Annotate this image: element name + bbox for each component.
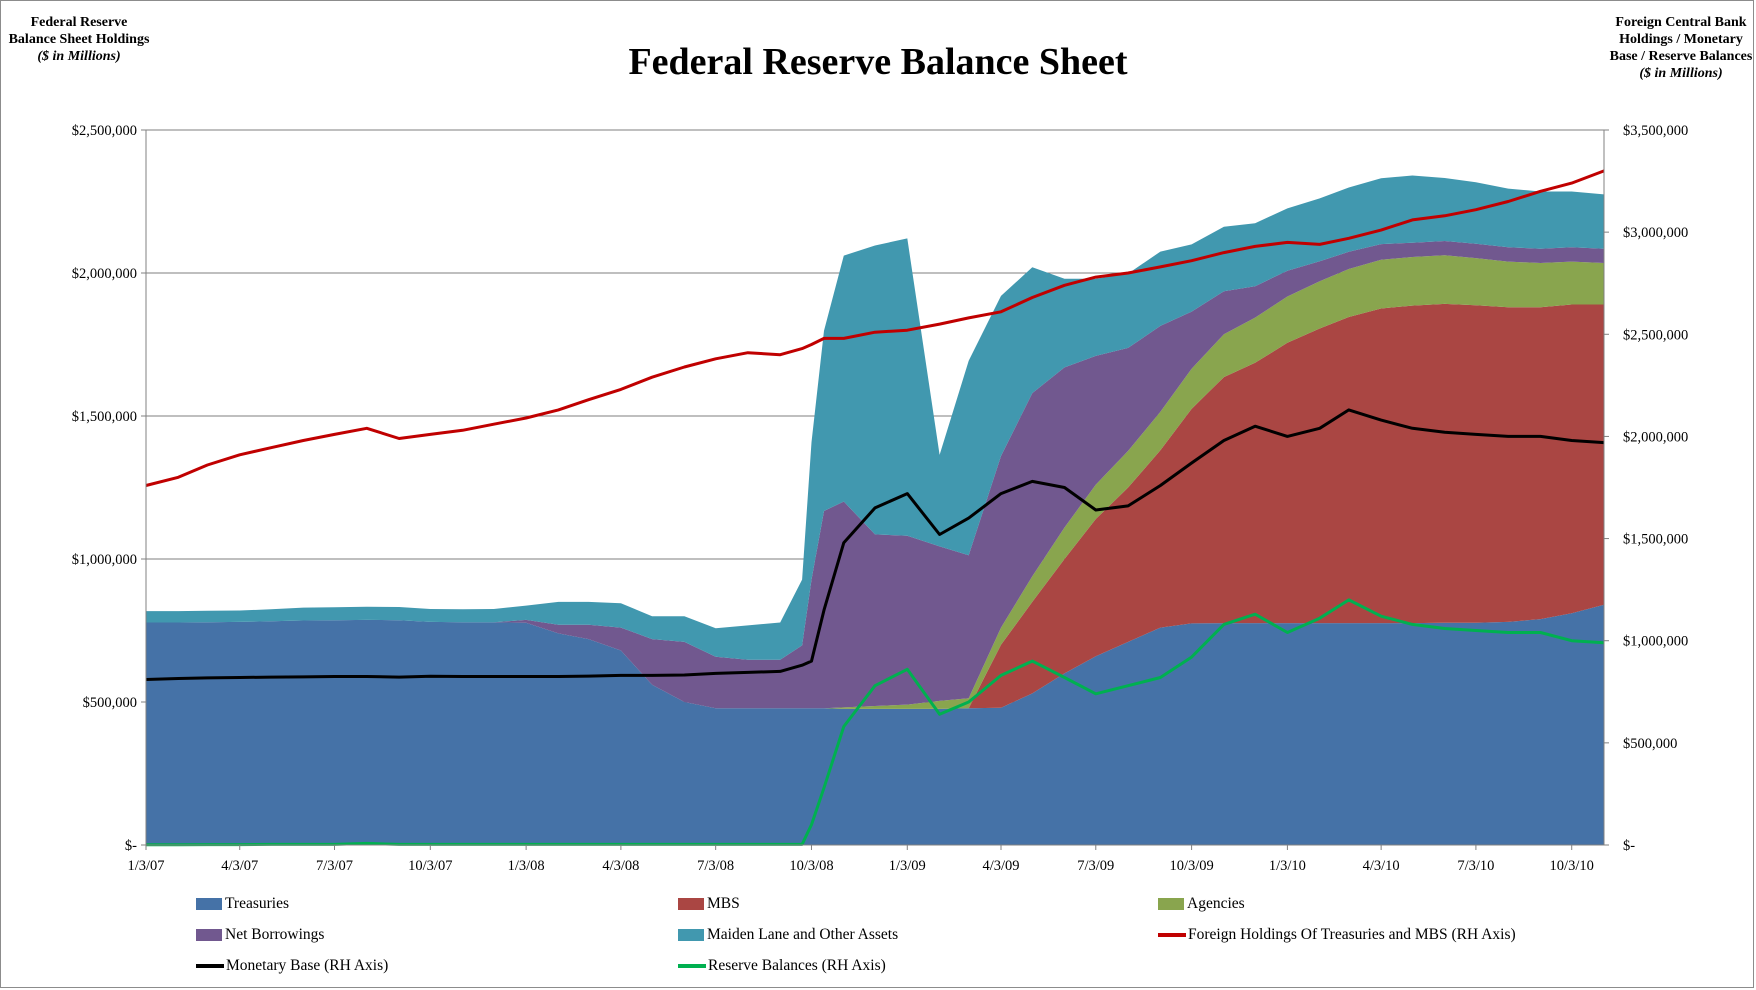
right-tick-label: $3,000,000 [1623, 225, 1688, 241]
left-tick-label: $1,500,000 [72, 409, 137, 425]
right-tick-label: $3,500,000 [1623, 123, 1688, 139]
x-tick-label: 4/3/07 [221, 858, 258, 874]
right-tick-label: $1,000,000 [1623, 634, 1688, 650]
x-tick-label: 7/3/10 [1457, 858, 1494, 874]
x-tick-label: 7/3/09 [1077, 858, 1114, 874]
x-tick-label: 1/3/09 [889, 858, 926, 874]
x-tick-label: 4/3/10 [1363, 858, 1400, 874]
legend-item: Net Borrowings [196, 926, 324, 944]
legend-label: Reserve Balances (RH Axis) [708, 957, 886, 974]
legend-label: MBS [707, 895, 740, 912]
line-foreign-holdings-of-treasuries-and-mbs-rh-axis [145, 169, 1605, 487]
x-tick-label: 10/3/10 [1550, 858, 1594, 874]
legend-item: Monetary Base (RH Axis) [196, 957, 388, 975]
x-tick-label: 1/3/08 [508, 858, 545, 874]
legend-item: MBS [678, 895, 740, 913]
right-tick-label: $1,500,000 [1623, 532, 1688, 548]
legend-label: Monetary Base (RH Axis) [226, 957, 389, 974]
area-treasuries [146, 604, 1604, 845]
x-tick-label: 1/3/07 [127, 858, 164, 874]
legend-label: Treasuries [225, 895, 290, 912]
legend-label: Net Borrowings [225, 926, 325, 943]
right-tick-label: $- [1623, 838, 1635, 854]
legend-swatch [196, 898, 222, 910]
legend-label: Agencies [1187, 895, 1245, 912]
x-tick-label: 4/3/08 [602, 858, 639, 874]
area-net-borrowings [146, 241, 1604, 709]
right-tick-label: $2,000,000 [1623, 429, 1688, 445]
x-tick-label: 1/3/10 [1269, 858, 1306, 874]
legend-swatch [678, 964, 706, 968]
area-agencies [146, 255, 1604, 709]
legend-swatch [1158, 898, 1184, 910]
legend-item: Treasuries [196, 895, 289, 913]
legend-swatch [678, 898, 704, 910]
right-axis-title-text: Foreign Central Bank Holdings / Monetary… [1609, 15, 1753, 64]
legend-item: Maiden Lane and Other Assets [678, 926, 898, 944]
left-tick-label: $500,000 [83, 695, 137, 711]
left-tick-label: $1,000,000 [72, 552, 137, 568]
left-axis-title: Federal Reserve Balance Sheet Holdings (… [8, 14, 150, 65]
area-maiden-lane-and-other-assets [146, 175, 1604, 660]
line-monetary-base-rh-axis [145, 408, 1605, 681]
x-tick-label: 7/3/08 [697, 858, 734, 874]
x-tick-label: 10/3/08 [789, 858, 833, 874]
legend-swatch [1158, 933, 1186, 937]
x-tick-label: 10/3/07 [408, 858, 452, 874]
line-reserve-balances-rh-axis [146, 598, 1605, 847]
legend-swatch [196, 964, 224, 968]
legend-swatch [678, 929, 704, 941]
legend-swatch [196, 929, 222, 941]
legend-label: Maiden Lane and Other Assets [707, 926, 899, 943]
right-axis-title: Foreign Central Bank Holdings / Monetary… [1606, 14, 1756, 82]
right-tick-label: $500,000 [1623, 736, 1677, 752]
left-axis-unit: ($ in Millions) [37, 49, 121, 64]
legend-item: Reserve Balances (RH Axis) [678, 957, 886, 975]
right-tick-label: $2,500,000 [1623, 327, 1688, 343]
legend-item: Agencies [1158, 895, 1245, 913]
left-tick-label: $2,500,000 [72, 123, 137, 139]
x-tick-label: 4/3/09 [982, 858, 1019, 874]
left-axis-title-text: Federal Reserve Balance Sheet Holdings [8, 15, 150, 47]
right-axis-unit: ($ in Millions) [1639, 66, 1723, 81]
x-tick-label: 7/3/07 [316, 858, 353, 874]
x-tick-label: 10/3/09 [1169, 858, 1213, 874]
chart-title: Federal Reserve Balance Sheet [628, 41, 1128, 83]
legend-item: Foreign Holdings Of Treasuries and MBS (… [1158, 926, 1516, 944]
left-tick-label: $2,000,000 [72, 266, 137, 282]
legend-label: Foreign Holdings Of Treasuries and MBS (… [1188, 926, 1516, 943]
area-mbs [146, 303, 1604, 709]
left-tick-label: $- [125, 838, 137, 854]
